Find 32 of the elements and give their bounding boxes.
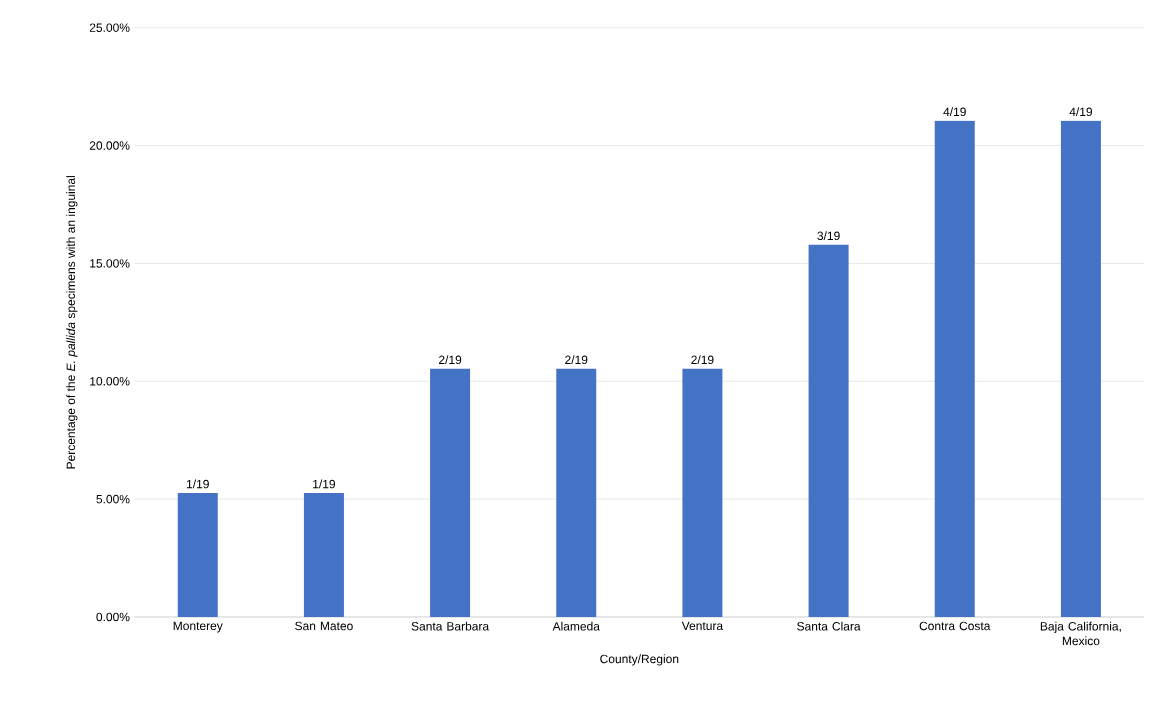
bar <box>177 492 218 617</box>
bar <box>430 368 471 617</box>
x-tick-label: Santa Clara <box>797 621 861 631</box>
bar <box>1060 120 1101 617</box>
y-tick-label: 25.00% <box>89 23 130 32</box>
data-label: 2/19 <box>565 355 588 365</box>
data-label: 4/19 <box>1069 107 1093 117</box>
y-tick-label: 5.00% <box>96 494 130 504</box>
bar <box>682 368 723 617</box>
bar <box>934 120 975 617</box>
x-tick-label: Santa Barbara <box>411 621 490 631</box>
y-tick-label: 10.00% <box>90 377 130 386</box>
data-label: 4/19 <box>943 107 966 117</box>
data-label: 2/19 <box>439 355 462 365</box>
y-tick-label: 20.00% <box>89 141 130 150</box>
bar <box>556 368 597 617</box>
y-tick-label: 15.00% <box>90 259 130 268</box>
y-axis-title: Percentage of the E. pallida specimens with an inguinal <box>66 176 78 469</box>
data-label: 1/19 <box>313 479 336 489</box>
data-label: 3/19 <box>817 231 840 241</box>
bar <box>303 492 344 617</box>
x-tick-label: Monterey <box>173 621 223 633</box>
data-label: 2/19 <box>691 355 714 365</box>
x-tick-label: Ventura <box>681 621 724 631</box>
x-tick-label: Alameda <box>552 621 600 631</box>
x-tick-label: Contra Costa <box>919 621 991 631</box>
x-tick-label: Baja California, Mexico <box>1040 621 1121 646</box>
bar <box>808 244 849 617</box>
data-label: 1/19 <box>187 479 209 489</box>
x-axis-title: County/Region <box>600 654 679 666</box>
y-tick-label: 0.00% <box>96 612 130 622</box>
x-tick-label: San Mateo <box>295 621 353 631</box>
